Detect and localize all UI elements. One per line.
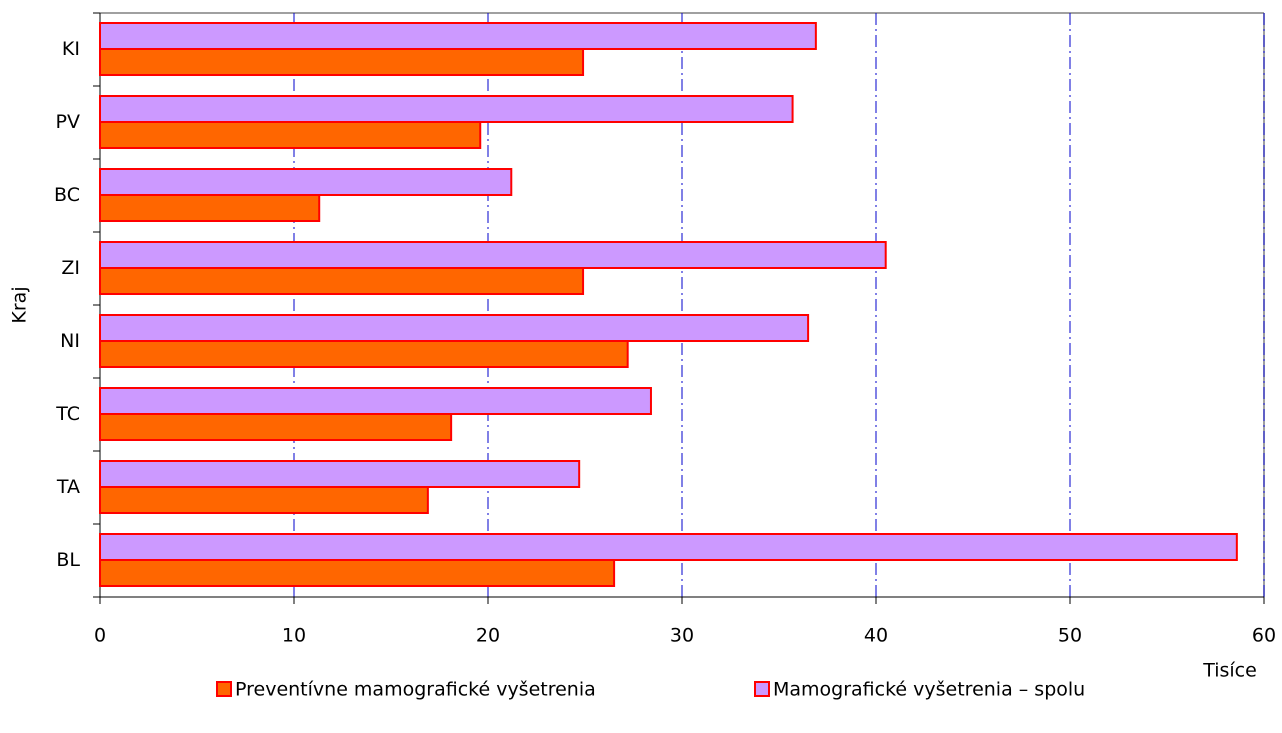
y-axis-label: Kraj xyxy=(9,286,31,323)
x-tick-label: 20 xyxy=(476,625,500,647)
y-tick-label: BC xyxy=(54,184,80,206)
bar xyxy=(99,387,652,415)
bar xyxy=(99,121,482,149)
legend-swatch xyxy=(216,681,232,697)
y-tick-label: PV xyxy=(56,111,80,133)
bar xyxy=(99,95,794,123)
x-tick-label: 40 xyxy=(864,625,888,647)
bar xyxy=(99,194,321,222)
bar xyxy=(99,241,887,269)
bar xyxy=(99,460,581,488)
y-tick-label: TA xyxy=(56,476,80,498)
bar xyxy=(99,22,817,50)
bar xyxy=(99,533,1238,561)
bar xyxy=(99,48,585,76)
legend-label: Mamografické vyšetrenia – spolu xyxy=(773,679,1085,701)
x-axis-label: Tisíce xyxy=(1202,660,1257,682)
bar xyxy=(99,267,585,295)
x-tick-label: 30 xyxy=(670,625,694,647)
y-tick-label: ZI xyxy=(61,257,80,279)
x-tick-label: 50 xyxy=(1058,625,1082,647)
bar xyxy=(99,168,513,196)
bar xyxy=(99,314,810,342)
x-tick-label: 0 xyxy=(94,625,106,647)
y-tick-label: NI xyxy=(60,330,80,352)
y-tick-label: KI xyxy=(62,38,80,60)
x-tick-label: 60 xyxy=(1252,625,1276,647)
bar xyxy=(99,559,616,587)
y-tick-label: BL xyxy=(56,549,80,571)
legend-swatch xyxy=(754,681,770,697)
x-tick-label: 10 xyxy=(282,625,306,647)
bar xyxy=(99,486,429,514)
y-tick-label: TC xyxy=(55,403,80,425)
legend-label: Preventívne mamografické vyšetrenia xyxy=(235,679,596,701)
bar xyxy=(99,340,629,368)
bar xyxy=(99,413,453,441)
